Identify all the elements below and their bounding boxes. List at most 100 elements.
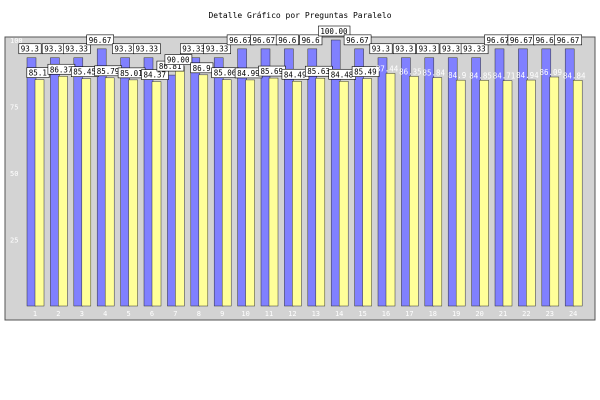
bar-series-1 [50,57,60,307]
x-tick-label: 15 [358,310,366,318]
value-label-series-1: 93.3 [114,45,132,54]
value-label-series-2: 87.44 [376,64,399,73]
value-label-series-2: 85.1 [29,69,47,78]
x-axis-ticks: 1 2 3 4 5 6 7 8 9 10 11 12 13 14 15 16 17 18 19 20 21 22 23 24 [33,310,578,318]
value-label-series-2: 85.49 [354,68,377,77]
bar-series-2 [479,80,489,307]
x-tick-label: 22 [522,310,530,318]
value-label-series-1: 96.67 [253,36,276,45]
x-tick-label: 18 [429,310,437,318]
chart-title: Detalle Gráfico por Preguntas Paralelo [208,11,391,20]
bar-series-2 [549,76,560,307]
value-label-box [18,43,42,55]
x-tick-label: 1 [33,310,37,318]
bars [26,39,583,307]
bar-series-1 [518,48,528,307]
bar-series-1 [143,57,154,307]
bar-series-1 [120,57,130,307]
value-label-series-1: 93.33 [182,45,205,54]
value-label-box [141,69,169,80]
x-tick-label: 10 [241,310,249,318]
x-tick-label: 5 [126,310,130,318]
value-label-box [460,43,489,55]
value-label-series-2: 84.71 [493,72,516,81]
bar-series-1 [190,57,201,307]
y-axis-ticks: 25 50 75 100 [10,37,23,245]
value-label-series-1: 96.67 [346,36,369,45]
bar-series-2 [221,79,232,307]
x-tick-label: 4 [103,310,107,318]
value-label-box [133,43,161,55]
bar-series-2 [572,80,583,307]
value-label-box [299,34,323,46]
value-label-series-1: 96.67 [89,36,112,45]
bar-series-2 [338,81,349,307]
value-label-series-1: 96.6 [278,36,297,45]
value-label-series-1: 100.00 [320,27,348,36]
bar-series-2 [292,81,302,307]
value-label-series-2: 84.49 [284,70,307,79]
x-tick-label: 7 [173,310,177,318]
value-label-series-1: 96.6 [302,36,321,45]
bar-series-1 [307,48,318,307]
value-label-series-2: 85.84 [423,69,446,78]
value-label-series-2: 85.63 [307,67,330,76]
y-tick-label: 100 [10,37,23,45]
x-tick-label: 9 [220,310,224,318]
bar-series-2 [128,79,138,307]
x-tick-label: 17 [405,310,413,318]
value-label-series-2: 84.85 [469,71,492,80]
bar-series-1 [330,39,341,307]
value-label-series-1: 96.67 [510,36,533,45]
bar-series-2 [455,79,466,307]
bar-series-1 [354,48,364,307]
bar-series-1 [213,57,224,307]
value-label-series-2: 84.94 [516,71,539,80]
bar-series-1 [541,48,552,307]
bar-series-2 [104,77,115,307]
value-label-series-2: 85.79 [97,67,120,76]
bar-series-2 [245,79,255,307]
bar-series-2 [58,76,68,307]
bar-series-2 [362,78,372,307]
value-label-series-1: 96.6 [536,36,555,45]
value-label-box [203,43,231,55]
value-label-box [62,43,91,55]
value-label-series-2: 84.9 [448,71,466,80]
value-label-series-1: 93.3 [419,45,437,54]
value-label-series-2: 84.84 [563,71,586,80]
x-tick-label: 14 [335,310,343,318]
value-label-box [351,66,380,77]
value-label-series-2: 84.37 [144,71,167,80]
value-label-series-1: 96.67 [487,36,510,45]
value-label-series-2: 84.48 [331,70,354,79]
value-label-series-2: 84.99 [237,69,260,78]
value-label-series-1: 93.3 [21,45,39,54]
bar-series-1 [26,57,37,307]
value-label-series-1: 93.3 [372,45,390,54]
value-label-box [86,34,114,46]
value-label-series-2: 86.35 [399,67,422,76]
x-tick-label: 23 [546,310,554,318]
bar-series-2 [34,79,45,307]
value-label-box [343,34,372,46]
bar-series-2 [151,81,162,307]
value-label-series-1: 93.33 [206,45,229,54]
bar-series-1 [167,74,177,307]
bar-series-2 [268,77,279,307]
x-tick-label: 11 [265,310,273,318]
value-label-series-2: 85.45 [73,68,96,77]
bar-series-1 [564,48,575,307]
y-tick-label: 50 [10,170,18,178]
value-label-series-1: 96.67 [557,36,580,45]
bar-series-1 [401,57,411,307]
value-label-box [392,43,416,55]
bar-series-2 [198,74,209,307]
value-label-series-1: 86.81 [159,62,182,71]
x-tick-label: 24 [569,310,577,318]
x-tick-label: 20 [475,310,483,318]
bar-series-2 [175,66,185,307]
value-label-box [275,34,299,46]
bar-series-2 [409,76,419,307]
